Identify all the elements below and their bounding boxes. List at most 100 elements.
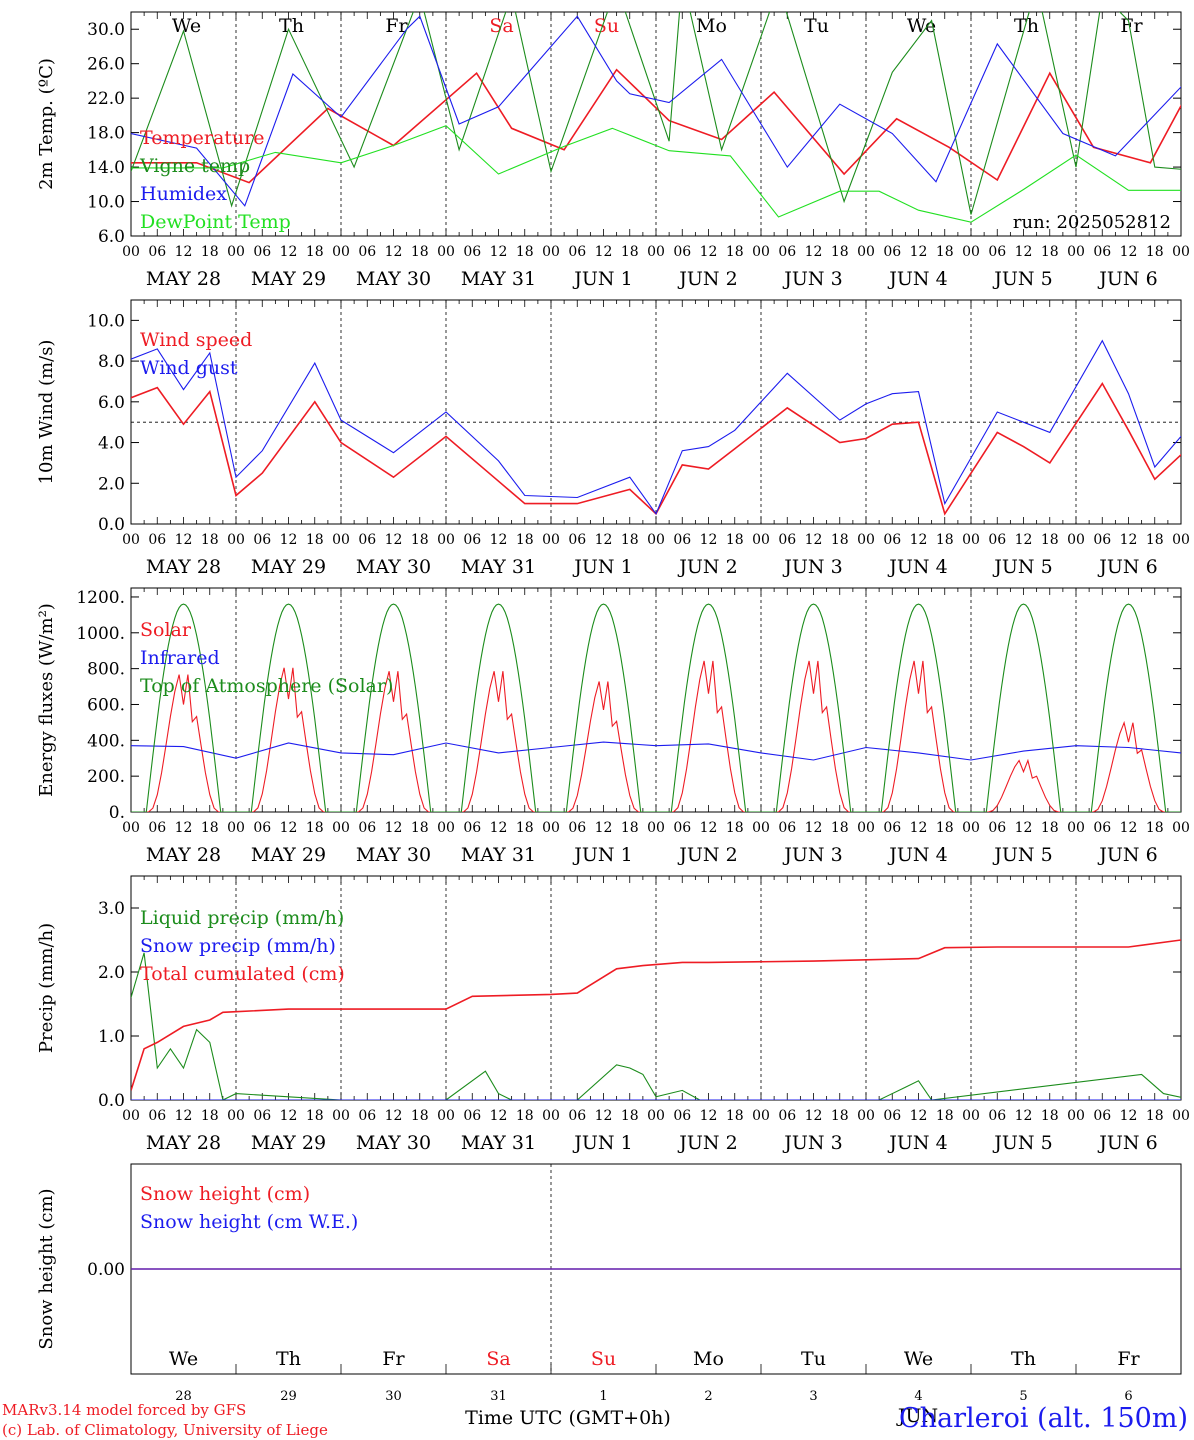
hour-label: 00 [122,244,140,260]
hour-label: 18 [621,820,639,836]
day-number: 1 [599,1389,607,1404]
hour-label: 12 [280,532,298,548]
legend-entry: Infrared [140,647,220,669]
hour-label: 06 [253,244,271,260]
hour-label: 06 [253,1108,271,1124]
hour-label: 18 [621,244,639,260]
hour-label: 18 [936,1108,954,1124]
credit-line-1: MARv3.14 model forced by GFS [2,1401,246,1419]
hour-label: 00 [437,820,455,836]
legend-entry: Total cumulated (cm) [140,963,345,985]
weekday-label: We [907,15,936,37]
hour-label: 00 [542,820,560,836]
y-tick-label: 26.0 [87,55,125,75]
y-tick-label: 0.00 [87,1260,125,1280]
series-line-4 [131,125,1181,223]
hour-label: 06 [463,532,481,548]
y-tick-label: 1000. [76,624,125,644]
x-axis-title: Time UTC (GMT+0h) [465,1407,671,1429]
date-label: JUN 6 [1097,844,1157,866]
weekday-label: Fr [1120,15,1143,37]
series-line-1 [131,660,1181,812]
hour-label: 06 [568,244,586,260]
hour-label: 18 [516,532,534,548]
hour-label: 18 [726,1108,744,1124]
hour-label: 06 [148,244,166,260]
hour-label: 06 [463,1108,481,1124]
hour-label: 06 [988,532,1006,548]
hour-label: 12 [385,532,403,548]
legend-entry: Snow height (cm W.E.) [140,1211,358,1233]
hour-label: 06 [148,532,166,548]
date-label: JUN 1 [572,1132,632,1154]
hour-label: 12 [910,820,928,836]
hour-label: 12 [595,820,613,836]
hour-label: 06 [1093,532,1111,548]
hour-label: 12 [490,532,508,548]
hour-label: 06 [988,244,1006,260]
hour-label: 12 [280,244,298,260]
day-number: 29 [280,1389,297,1404]
hour-label: 00 [962,1108,980,1124]
hour-label: 06 [568,1108,586,1124]
date-label: JUN 2 [677,268,737,290]
date-label: JUN 2 [677,844,737,866]
hour-label: 12 [385,244,403,260]
legend-entry: Wind speed [140,329,252,351]
hour-label: 00 [1172,532,1190,548]
hour-label: 00 [332,244,350,260]
y-tick-label: 4.0 [98,434,125,454]
hour-label: 06 [568,820,586,836]
series-line-3 [131,15,1181,207]
hour-label: 12 [175,820,193,836]
hour-label: 06 [778,1108,796,1124]
hour-label: 18 [201,1108,219,1124]
panel-1: 6.0 10.0 14.0 18.0 22.0 26.0 30.0 2m Temp. (ºC)… [36,11,1190,290]
series-group [131,603,1181,812]
hour-label: 18 [1146,820,1164,836]
y-tick-label: 800. [87,660,125,680]
hour-label: 06 [673,532,691,548]
hour-label: 00 [227,1108,245,1124]
weekday-label: Mo [696,15,727,37]
y-tick-label: 0. [109,803,125,823]
hour-label: 18 [1146,532,1164,548]
run-annotation: run: 2025052812 [1013,212,1171,233]
month-label: JUN [896,1405,938,1427]
hour-label: 18 [831,820,849,836]
series-line-2 [131,12,1181,215]
hour-label: 06 [673,820,691,836]
date-label: JUN 5 [992,556,1052,578]
date-label: MAY 28 [146,844,221,866]
y-tick-label: 6.0 [98,393,125,413]
hour-label: 06 [988,1108,1006,1124]
hour-label: 18 [306,532,324,548]
hour-label: 12 [595,1108,613,1124]
hour-label: 00 [857,1108,875,1124]
legend-entry: Vigne temp [139,155,250,177]
hour-label: 06 [463,820,481,836]
weekday-label: Th [279,15,304,37]
hour-label: 12 [490,820,508,836]
hour-label: 00 [542,244,560,260]
hour-label: 00 [962,244,980,260]
y-tick-label: 2.0 [98,963,125,983]
hour-label: 18 [1146,244,1164,260]
hour-label: 06 [883,820,901,836]
hour-label: 00 [437,244,455,260]
hour-label: 00 [647,1108,665,1124]
hour-label: 12 [1120,532,1138,548]
hour-label: 12 [1015,1108,1033,1124]
date-label: JUN 2 [677,556,737,578]
plot-frame [130,587,1182,813]
hour-label: 06 [358,532,376,548]
y-axis-label: 2m Temp. (ºC) [36,58,57,190]
date-label: MAY 29 [251,844,326,866]
y-tick-label: 0.0 [98,1091,125,1111]
hour-label: 18 [831,244,849,260]
hour-label: 12 [805,820,823,836]
y-tick-label: 14.0 [87,158,125,178]
hour-label: 12 [805,532,823,548]
hour-label: 00 [1067,532,1085,548]
